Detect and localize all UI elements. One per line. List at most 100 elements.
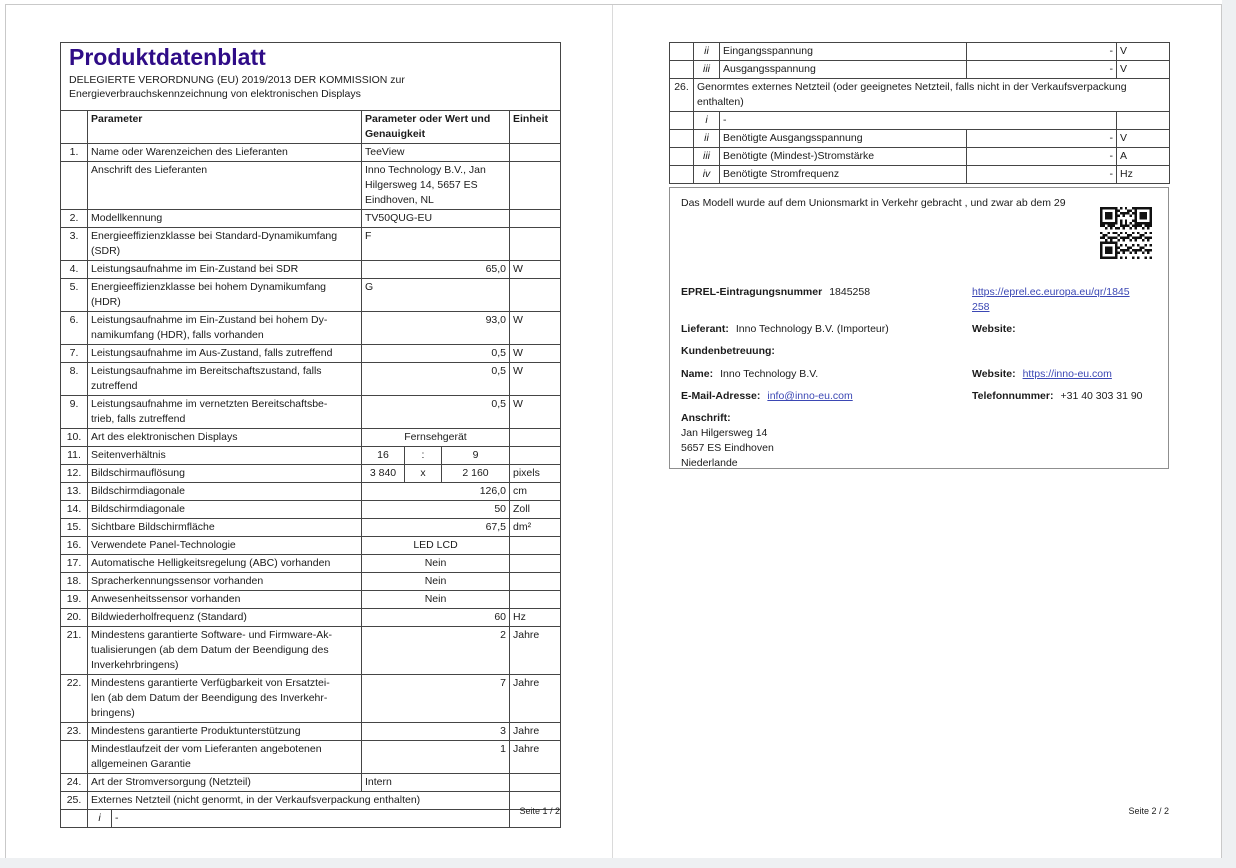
table-row: ii Benötigte Ausgangsspannung - V — [669, 129, 1170, 148]
value-cell: Nein — [361, 590, 510, 609]
row-number-cell: 8. — [60, 362, 88, 396]
product-datasheet-table-page1: Produktdatenblatt DELEGIERTE VERORDNUNG … — [59, 42, 562, 828]
parameter-cell: Anschrift des Lieferanten — [87, 161, 362, 210]
table-row: iii Ausgangsspannung - V — [669, 60, 1170, 79]
title-row: Produktdatenblatt DELEGIERTE VERORDNUNG … — [59, 42, 562, 111]
value-cell: 0,5 — [361, 395, 510, 429]
value-cell: - — [719, 111, 1117, 130]
header-cell-empty — [60, 110, 88, 144]
parameter-cell: Art des elektronischen Displays — [87, 428, 362, 447]
value-cell: - — [966, 60, 1117, 79]
page-footer-2: Seite 2 / 2 — [1128, 806, 1169, 816]
unit-cell — [508, 446, 562, 465]
parameter-cell: Art der Stromversorgung (Netzteil) — [87, 773, 362, 792]
unit-cell — [1116, 111, 1170, 130]
header-unit: Einheit — [508, 110, 562, 144]
parameter-cell: Bildschirmauflösung — [87, 464, 362, 483]
supplier-info-box: Das Modell wurde auf dem Unionsmarkt in … — [669, 187, 1169, 469]
parameter-cell: Modellkennung — [87, 209, 362, 228]
row-number-cell — [669, 165, 694, 184]
value-cell: Nein — [361, 572, 510, 591]
row-number-cell: 1. — [60, 143, 88, 162]
header-parameter: Parameter — [87, 110, 362, 144]
value-cell: LED LCD — [361, 536, 510, 555]
table-row: iii Benötigte (Mindest-)Stromstärke - A — [669, 147, 1170, 166]
roman-index-cell: iv — [693, 165, 720, 184]
unit-cell: pixels — [508, 464, 562, 483]
parameter-cell: Ausgangsspannung — [719, 60, 967, 79]
unit-cell: Jahre — [508, 740, 562, 774]
market-placement-text: Das Modell wurde auf dem Unionsmarkt in … — [681, 197, 1066, 209]
parameter-cell: Benötigte Ausgangsspannung — [719, 129, 967, 148]
value-cell: 65,0 — [361, 260, 510, 279]
page-title: Produktdatenblatt — [69, 44, 266, 70]
row-number-cell: 20. — [60, 608, 88, 627]
roman-index-cell: iii — [693, 60, 720, 79]
row-number-cell: 3. — [60, 227, 88, 261]
table-row: i- — [669, 111, 1170, 130]
row-number-cell: 9. — [60, 395, 88, 429]
qr-code-icon — [1100, 207, 1152, 259]
table-row: 17. Automatische Helligkeitsregelung (ABC… — [60, 554, 562, 573]
value-cell: - — [111, 809, 510, 828]
row-number-cell: 19. — [60, 590, 88, 609]
row-number-cell: 2. — [60, 209, 88, 228]
row-number-cell: 23. — [60, 722, 88, 741]
parameter-cell: Leistungsaufnahme im vernetzten Bereitsc… — [87, 395, 362, 429]
parameter-cell: Bildschirmdiagonale — [87, 482, 362, 501]
row-number-cell — [60, 740, 88, 774]
email-link[interactable]: info@inno-eu.com — [767, 390, 853, 402]
row-number-cell: 10. — [60, 428, 88, 447]
table-row: 26. Genormtes externes Netzteil (oder gee… — [669, 78, 1170, 112]
parameter-cell: Anwesenheitssensor vorhanden — [87, 590, 362, 609]
parameter-cell: Spracherkennungssensor vorhanden — [87, 572, 362, 591]
table-row: 1. Name oder Warenzeichen des Lieferanten… — [60, 143, 562, 162]
parameter-cell: Bildwiederholfrequenz (Standard) — [87, 608, 362, 627]
value-cell: TeeView — [361, 143, 510, 162]
parameter-cell: Bildschirmdiagonale — [87, 500, 362, 519]
header-value: Parameter oder Wert und Genauigkeit — [361, 110, 510, 144]
value-cell: Nein — [361, 554, 510, 573]
value-cell: Fernsehgerät — [361, 428, 510, 447]
value-cell: 126,0 — [361, 482, 510, 501]
page-divider — [612, 5, 613, 858]
table-row: 15. Sichtbare Bildschirmfläche 67,5 dm² — [60, 518, 562, 537]
table-row: 21. Mindestens garantierte Software- und … — [60, 626, 562, 675]
eprel-link[interactable]: https://eprel.ec.europa.eu/qr/1845258 — [972, 286, 1130, 313]
title-cell: Produktdatenblatt DELEGIERTE VERORDNUNG … — [59, 42, 562, 111]
unit-cell: Zoll — [508, 500, 562, 519]
roman-index-cell: ii — [693, 129, 720, 148]
table-row: 2. Modellkennung TV50QUG-EU — [60, 209, 562, 228]
supplier-row: Lieferant: Inno Technology B.V. (Importeu… — [681, 322, 889, 337]
row-number-cell: 6. — [60, 311, 88, 345]
value-cell: G — [361, 278, 510, 312]
value-cell: 2 — [361, 626, 510, 675]
parameter-cell: Mindestens garantierte Verfügbarkeit von… — [87, 674, 362, 723]
unit-cell — [508, 809, 562, 828]
roman-index-cell: i — [693, 111, 720, 130]
table-row: 18. Spracherkennungssensor vorhanden Nein — [60, 572, 562, 591]
eprel-number-row: EPREL-Eintragungsnummer 1845258 — [681, 285, 870, 300]
row-number-cell — [669, 111, 694, 130]
website-link[interactable]: https://inno-eu.com — [1022, 368, 1112, 380]
value-cell: 7 — [361, 674, 510, 723]
table-row: 24. Art der Stromversorgung (Netzteil) Int… — [60, 773, 562, 792]
row-number-cell: 24. — [60, 773, 88, 792]
customer-service-row: Kundenbetreuung: — [681, 344, 782, 359]
window-edge-bottom — [0, 858, 1236, 868]
value-cell: 2 160 — [441, 464, 510, 483]
parameter-cell: Energieeffizienzklasse bei Standard-Dyna… — [87, 227, 362, 261]
parameter-cell: Genormtes externes Netzteil (oder geeign… — [693, 78, 1170, 112]
unit-cell — [508, 428, 562, 447]
row-number-cell: 17. — [60, 554, 88, 573]
parameter-cell: Mindestens garantierte Software- und Fir… — [87, 626, 362, 675]
supplier-name: Inno Technology B.V. (Importeur) — [735, 323, 889, 335]
unit-cell: Hz — [1116, 165, 1170, 184]
table-row: 19. Anwesenheitssensor vorhanden Nein — [60, 590, 562, 609]
row-number-cell: 15. — [60, 518, 88, 537]
row-number-cell: 5. — [60, 278, 88, 312]
parameter-cell: Leistungsaufnahme im Aus-Zustand, falls … — [87, 344, 362, 363]
phone-row: Telefonnummer: +31 40 303 31 90 — [972, 389, 1143, 404]
table-row: 7. Leistungsaufnahme im Aus-Zustand, fall… — [60, 344, 562, 363]
